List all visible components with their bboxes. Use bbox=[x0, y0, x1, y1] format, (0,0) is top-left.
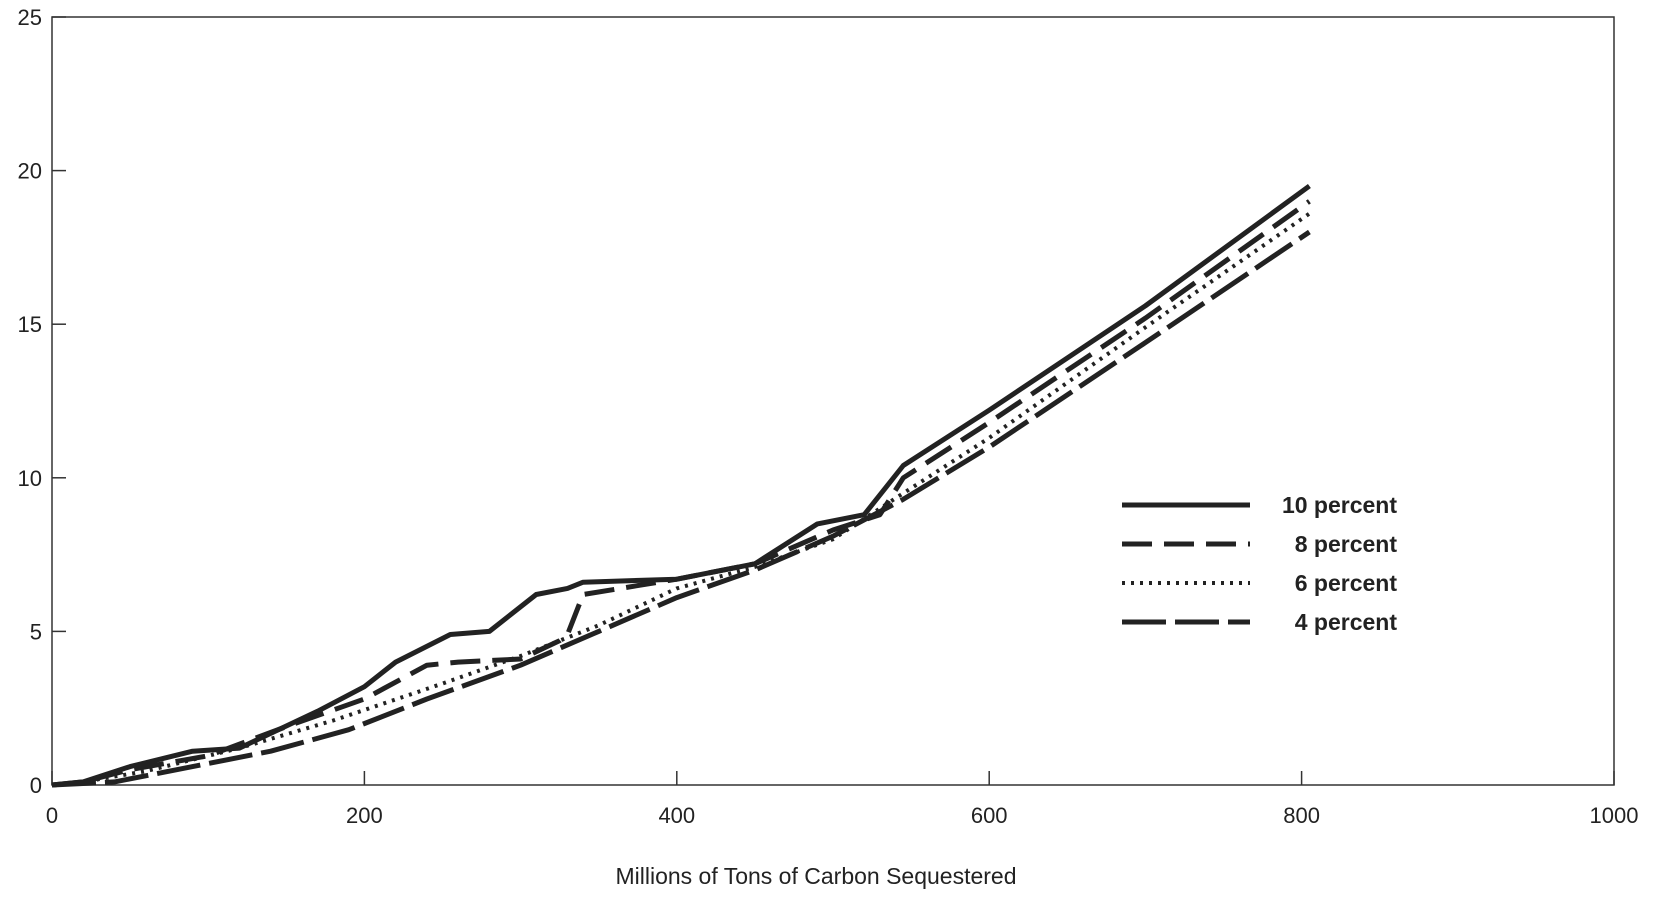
series-lines bbox=[51, 183, 1311, 788]
x-axis-title: Millions of Tons of Carbon Sequestered bbox=[615, 863, 1016, 889]
x-tick-label: 400 bbox=[658, 803, 695, 828]
series-line-2 bbox=[51, 199, 1311, 788]
legend: 10 percent 8 percent 6 percent 4 percent bbox=[1122, 492, 1397, 635]
series-line-4 bbox=[51, 229, 1311, 788]
x-tick-label: 800 bbox=[1283, 803, 1320, 828]
legend-label-1: 10 percent bbox=[1282, 492, 1397, 518]
axes: 0 200 400 600 800 1000 0 5 10 15 20 25 bbox=[18, 5, 1639, 828]
x-tick-label: 1000 bbox=[1590, 803, 1639, 828]
plot-frame bbox=[51, 16, 1615, 786]
y-tick-label: 15 bbox=[18, 312, 42, 337]
y-tick-label: 20 bbox=[18, 159, 42, 184]
y-tick-label: 5 bbox=[30, 619, 42, 644]
x-tick-label: 600 bbox=[971, 803, 1008, 828]
legend-label-3: 6 percent bbox=[1295, 570, 1398, 596]
series-line-1 bbox=[51, 183, 1311, 788]
series-line-3 bbox=[51, 211, 1311, 787]
legend-label-2: 8 percent bbox=[1295, 531, 1398, 557]
y-tick-label: 10 bbox=[18, 466, 42, 491]
y-tick-label: 25 bbox=[18, 5, 42, 30]
legend-label-4: 4 percent bbox=[1295, 609, 1398, 635]
x-tick-label: 0 bbox=[46, 803, 58, 828]
x-tick-label: 200 bbox=[346, 803, 383, 828]
y-tick-label: 0 bbox=[30, 773, 42, 798]
